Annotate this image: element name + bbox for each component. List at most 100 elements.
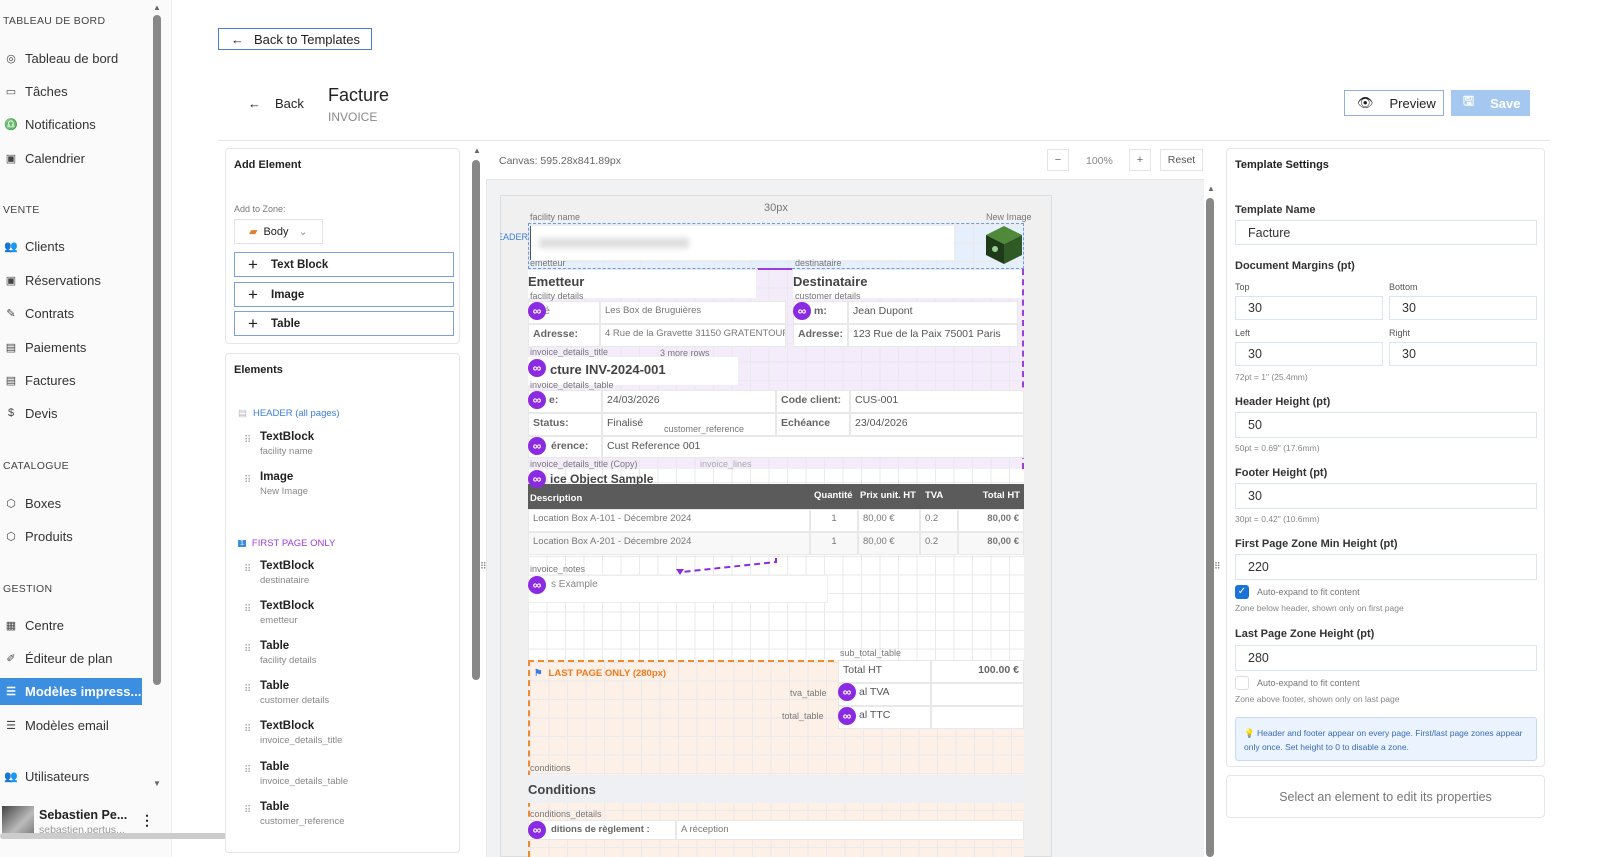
zoom-in-button[interactable]: +	[1129, 149, 1151, 171]
link-icon[interactable]: ∞	[528, 391, 546, 409]
info-text: Header and footer appear on every page. …	[1244, 728, 1523, 752]
section-title: TABLEAU DE BORD	[3, 15, 106, 27]
last-page-height-input[interactable]	[1235, 645, 1537, 671]
add-image-button[interactable]: + Image	[234, 282, 454, 307]
link-icon[interactable]: ∞	[528, 821, 546, 839]
drag-handle-icon[interactable]: ⠿	[244, 564, 251, 575]
sidebar-item-utilisateurs[interactable]: 👥 Utilisateurs	[0, 763, 142, 789]
emetteur-heading[interactable]: Emetteur	[528, 270, 756, 298]
button-label: Save	[1490, 95, 1521, 111]
plus-icon: +	[248, 254, 258, 274]
box-logo-image[interactable]	[984, 224, 1024, 266]
sidebar-item-reservations[interactable]: ▣ Réservations	[0, 267, 142, 293]
edit-icon: ✐	[6, 652, 16, 665]
resize-handle-icon[interactable]: ⠿	[480, 561, 487, 571]
sidebar-item-boxes[interactable]: ⬡ Boxes	[0, 490, 142, 516]
element-label: conditions_details	[530, 809, 602, 819]
margin-bottom-input[interactable]	[1389, 296, 1537, 320]
notes-textblock[interactable]: s Example	[528, 575, 828, 603]
footer-height-input[interactable]	[1235, 483, 1537, 509]
sidebar-item-paiements[interactable]: ▤ Paiements	[0, 334, 142, 360]
table-cell: 23/04/2026	[850, 413, 1024, 436]
zoom-out-button[interactable]: −	[1047, 149, 1069, 171]
sample-title[interactable]: ice Object Sample	[550, 472, 654, 484]
save-icon: 🖫	[1463, 93, 1475, 108]
element-label: conditions	[530, 763, 571, 773]
margin-right-input[interactable]	[1389, 342, 1537, 366]
reset-zoom-button[interactable]: Reset	[1160, 149, 1203, 171]
sidebar-item-calendrier[interactable]: ▣ Calendrier	[0, 145, 142, 171]
user-menu-icon[interactable]: ⋮	[140, 812, 154, 828]
field-label: Template Name	[1235, 204, 1316, 216]
section-title: VENTE	[3, 204, 40, 216]
header-height-input[interactable]	[1235, 412, 1537, 438]
info-box: 💡 Header and footer appear on every page…	[1235, 717, 1537, 761]
link-icon[interactable]: ∞	[838, 683, 856, 701]
sidebar-scrollbar[interactable]	[153, 15, 161, 685]
drag-handle-icon[interactable]: ⠿	[244, 805, 251, 816]
scroll-down-icon[interactable]: ▼	[153, 779, 161, 788]
sidebar-item-editeur-plan[interactable]: ✐ Éditeur de plan	[0, 645, 142, 671]
nav-label: Réservations	[25, 272, 101, 288]
users-icon: 👥	[4, 770, 18, 783]
scroll-up-icon[interactable]: ▲	[1207, 184, 1215, 193]
link-icon[interactable]: ∞	[528, 437, 546, 455]
drag-handle-icon[interactable]: ⠿	[244, 604, 251, 615]
first-page-height-input[interactable]	[1235, 554, 1537, 580]
link-icon[interactable]: ∞	[528, 359, 546, 377]
sidebar-item-clients[interactable]: 👥 Clients	[0, 233, 142, 259]
link-icon[interactable]: ∞	[528, 576, 546, 594]
destinataire-heading[interactable]: Destinataire	[793, 270, 1022, 298]
canvas-scrollbar[interactable]	[1206, 198, 1214, 857]
margin-left-input[interactable]	[1235, 342, 1383, 366]
left-panel-scrollbar[interactable]	[472, 160, 480, 680]
sidebar-item-centre[interactable]: ▦ Centre	[0, 612, 142, 638]
facility-name-textblock[interactable]	[530, 226, 954, 260]
back-to-templates-button[interactable]: ← Back to Templates	[218, 28, 372, 50]
sidebar-item-tableau-de-bord[interactable]: ◎ Tableau de bord	[0, 45, 142, 71]
sidebar-item-taches[interactable]: ▭ Tâches	[0, 78, 142, 104]
sidebar-item-modeles-impression[interactable]: ☰ Modèles impress...	[0, 678, 142, 705]
arrow-left-icon: ←	[231, 31, 244, 47]
field-label: Last Page Zone Height (pt)	[1235, 628, 1375, 640]
table-cell: Jean Dupont	[848, 301, 1018, 324]
hint: 50pt = 0.69" (17.6mm)	[1235, 443, 1320, 453]
element-name: New Image	[260, 486, 309, 497]
scroll-up-icon[interactable]: ▲	[473, 146, 481, 155]
save-button[interactable]: 🖫 Save	[1451, 90, 1530, 116]
drag-handle-icon[interactable]: ⠿	[244, 765, 251, 776]
template-name-input[interactable]	[1235, 220, 1537, 245]
scroll-up-icon[interactable]: ▲	[153, 3, 161, 12]
conditions-heading[interactable]: Conditions	[528, 775, 1024, 803]
horizontal-scrollbar[interactable]	[0, 833, 382, 839]
drag-handle-icon[interactable]: ⠿	[244, 684, 251, 695]
zone-select[interactable]: ▰ Body ⌄	[234, 219, 323, 244]
add-text-block-button[interactable]: + Text Block	[234, 252, 454, 277]
preview-button[interactable]: 👁 Preview	[1344, 90, 1444, 116]
element-name: facility name	[260, 446, 313, 457]
hint: 72pt = 1" (25.4mm)	[1235, 372, 1308, 382]
link-icon[interactable]: ∞	[528, 470, 546, 488]
link-icon[interactable]: ∞	[838, 707, 856, 725]
sidebar-item-contrats[interactable]: ✎ Contrats	[0, 300, 142, 326]
sidebar-item-modeles-email[interactable]: ☰ Modèles email	[0, 712, 142, 738]
drag-handle-icon[interactable]: ⠿	[244, 644, 251, 655]
last-auto-expand-checkbox[interactable]	[1235, 676, 1249, 690]
sidebar-item-notifications[interactable]: ♎ Notifications	[0, 111, 142, 137]
back-button[interactable]: ← Back	[248, 96, 304, 111]
nav-label: Utilisateurs	[25, 768, 90, 784]
button-label: Image	[271, 288, 305, 301]
link-icon[interactable]: ∞	[528, 302, 546, 320]
sidebar-item-factures[interactable]: ▤ Factures	[0, 367, 142, 393]
drag-handle-icon[interactable]: ⠿	[244, 435, 251, 446]
resize-handle-icon[interactable]: ⠿	[1214, 561, 1221, 571]
first-auto-expand-checkbox[interactable]: ✓	[1235, 585, 1249, 599]
link-icon[interactable]: ∞	[793, 302, 811, 320]
margin-top-input[interactable]	[1235, 296, 1383, 320]
invoice-title[interactable]: cture INV-2024-001	[528, 357, 738, 385]
sidebar-item-devis[interactable]: $ Devis	[0, 400, 142, 426]
add-table-button[interactable]: + Table	[234, 311, 454, 336]
drag-handle-icon[interactable]: ⠿	[244, 475, 251, 486]
sidebar-item-produits[interactable]: ⬡ Produits	[0, 523, 142, 549]
drag-handle-icon[interactable]: ⠿	[244, 724, 251, 735]
